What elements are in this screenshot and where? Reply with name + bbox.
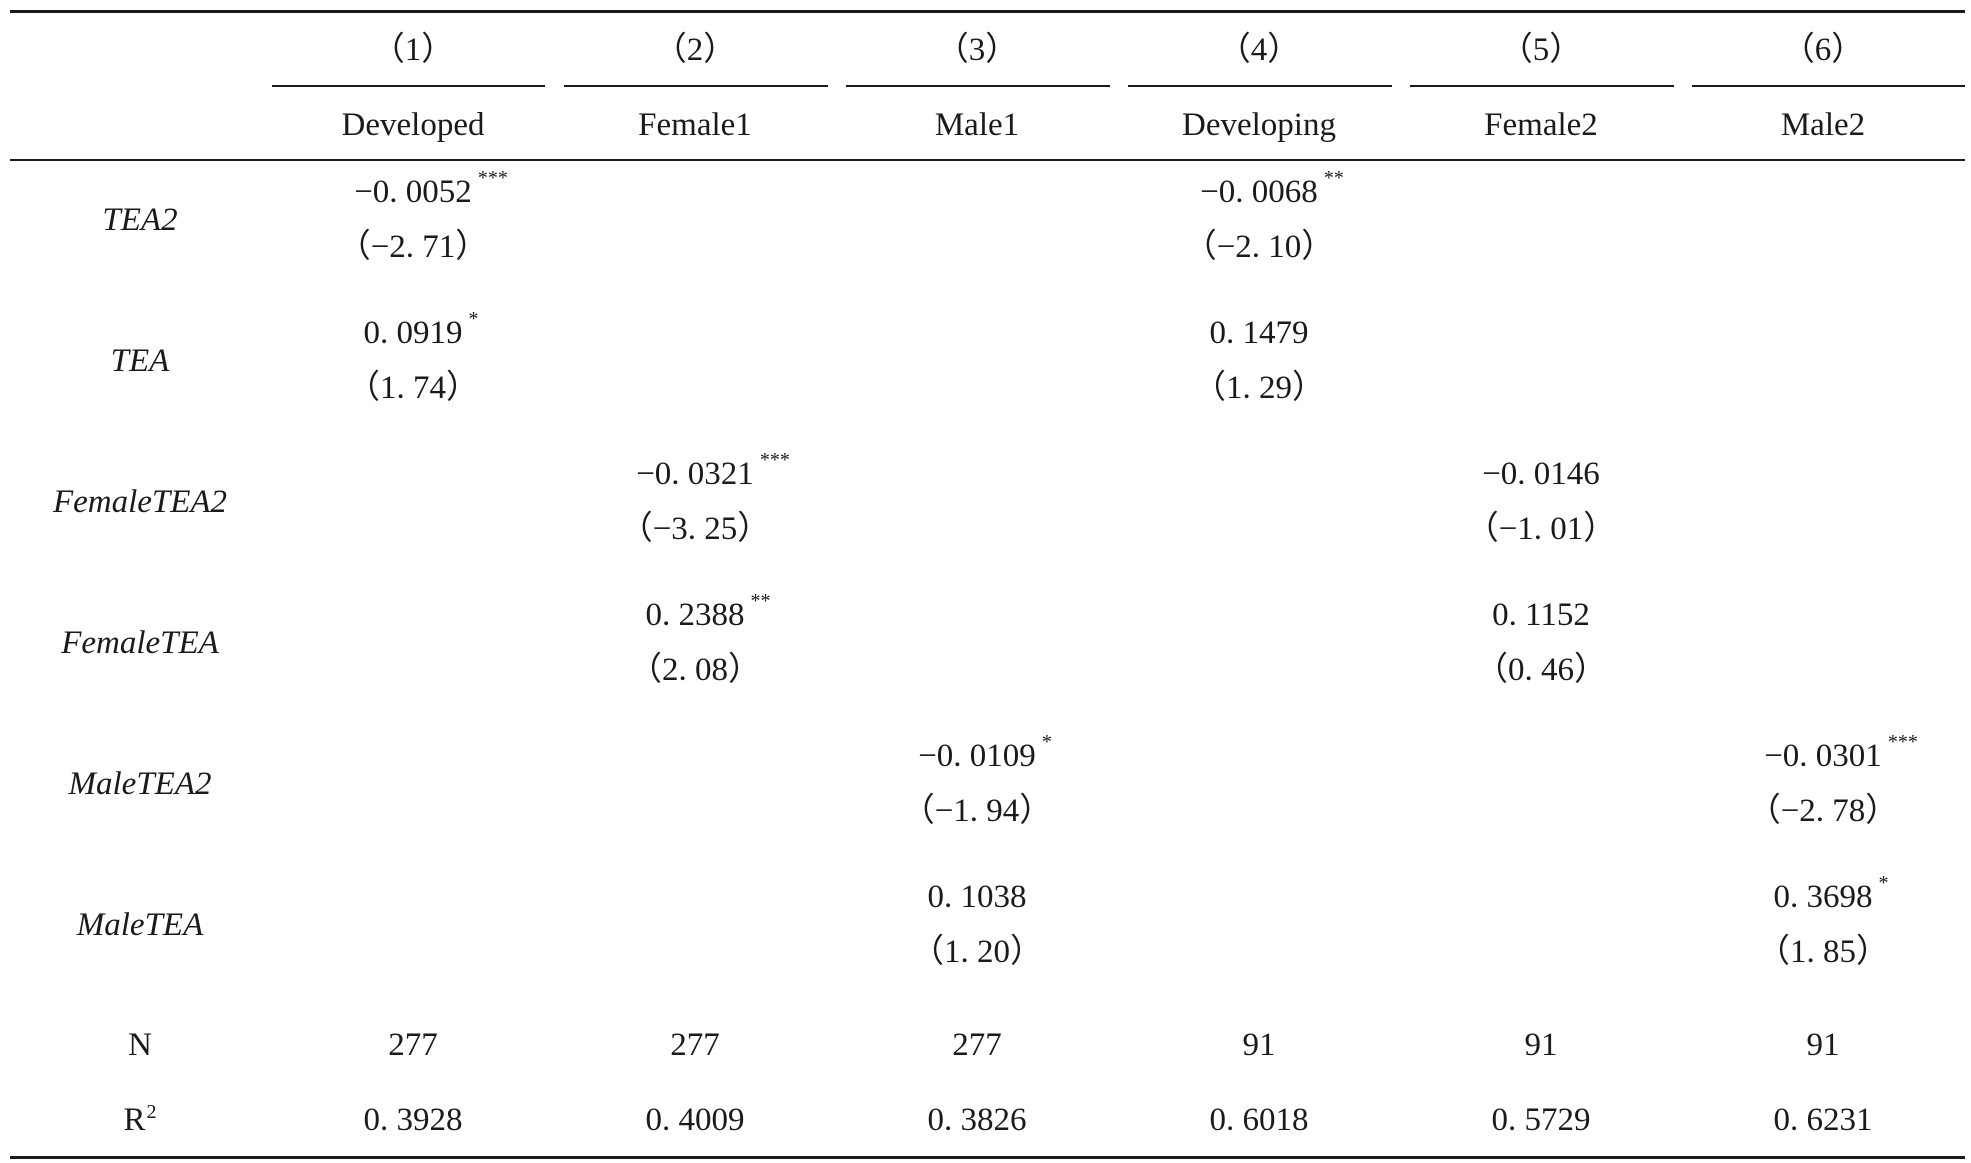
significance-stars: ***: [759, 449, 790, 471]
col-name: Female2: [1484, 107, 1598, 143]
coefficient-value: 0. 3698: [1773, 879, 1873, 915]
r2-value: 0. 5729: [1491, 1102, 1591, 1138]
col-name: Developed: [341, 107, 485, 143]
coefficient-value: 0. 1038: [927, 879, 1027, 915]
n-value: 277: [952, 1027, 1002, 1063]
coefficient: −0. 0146: [1482, 454, 1600, 494]
t-statistic: （−2. 71）: [337, 229, 489, 265]
col-number: （6）: [1781, 32, 1865, 68]
coefficient: 0. 0919 *: [363, 309, 479, 353]
t-statistic: （1. 20）: [911, 934, 1043, 970]
n-value: 91: [1524, 1027, 1558, 1063]
col-spanner-line: [1128, 85, 1392, 87]
col-number: （2）: [653, 32, 737, 68]
significance-stars: **: [750, 590, 771, 612]
coefficient: −0. 0109 *: [918, 732, 1052, 776]
r2-value: 0. 4009: [645, 1102, 745, 1138]
coefficient-value: −0. 0052: [354, 174, 472, 210]
col-name: Male2: [1780, 107, 1866, 143]
top-rule: [10, 10, 1965, 13]
col-number: （1）: [371, 32, 455, 68]
t-statistic: （−3. 25）: [619, 511, 771, 547]
coefficient: 0. 1152: [1492, 595, 1590, 635]
t-statistic: （2. 08）: [629, 652, 761, 688]
significance-stars: *: [468, 308, 479, 330]
col-spanner-line: [1410, 85, 1674, 87]
coefficient: −0. 0068 **: [1200, 168, 1344, 212]
coefficient: 0. 1479: [1210, 313, 1309, 353]
t-statistic: （−1. 01）: [1465, 511, 1617, 547]
coefficient-value: −0. 0068: [1200, 174, 1318, 210]
r2-value: 0. 3826: [927, 1102, 1027, 1138]
col-spanner-line: [846, 85, 1110, 87]
row-label: TEA: [110, 343, 170, 379]
col-number: （4）: [1217, 32, 1301, 68]
significance-stars: ***: [477, 167, 508, 189]
row-label-r2: R2: [123, 1100, 156, 1140]
row-label: TEA2: [102, 202, 178, 238]
t-statistic: （1. 74）: [347, 370, 479, 406]
coefficient: 0. 1038: [928, 877, 1027, 917]
coefficient-value: 0. 1152: [1492, 597, 1590, 633]
row-label-n: N: [128, 1027, 152, 1063]
row-label: MaleTEA2: [68, 766, 212, 802]
n-value: 277: [670, 1027, 720, 1063]
n-value: 277: [388, 1027, 438, 1063]
r2-superscript: 2: [146, 1101, 157, 1123]
coefficient: −0. 0321 ***: [636, 450, 790, 494]
coefficient: −0. 0052 ***: [354, 168, 508, 212]
col-number: （3）: [935, 32, 1019, 68]
row-label: FemaleTEA: [61, 625, 219, 661]
coefficient-value: 0. 2388: [645, 597, 745, 633]
header-rule: [10, 159, 1965, 161]
significance-stars: *: [1041, 731, 1052, 753]
coefficient: 0. 2388 **: [645, 591, 771, 635]
row-label: MaleTEA: [76, 907, 204, 943]
coefficient-value: −0. 0301: [1764, 738, 1882, 774]
col-name: Developing: [1182, 107, 1336, 143]
t-statistic: （1. 29）: [1193, 370, 1325, 406]
coefficient-value: −0. 0146: [1482, 456, 1600, 492]
n-value: 91: [1806, 1027, 1840, 1063]
col-name: Male1: [934, 107, 1020, 143]
r2-value: 0. 3928: [363, 1102, 463, 1138]
coefficient-value: −0. 0109: [918, 738, 1036, 774]
significance-stars: **: [1323, 167, 1344, 189]
col-spanner-line: [272, 85, 545, 87]
coefficient-value: −0. 0321: [636, 456, 754, 492]
r2-value: 0. 6018: [1209, 1102, 1309, 1138]
r2-value: 0. 6231: [1773, 1102, 1873, 1138]
col-spanner-line: [1692, 85, 1965, 87]
coefficient: 0. 3698 *: [1773, 873, 1889, 917]
bottom-rule: [10, 1156, 1965, 1159]
t-statistic: （0. 46）: [1475, 652, 1607, 688]
col-name: Female1: [638, 107, 752, 143]
coefficient: −0. 0301 ***: [1764, 732, 1918, 776]
t-statistic: （−2. 10）: [1183, 229, 1335, 265]
t-statistic: （−2. 78）: [1747, 793, 1899, 829]
t-statistic: （1. 85）: [1757, 934, 1889, 970]
r2-symbol: R: [123, 1102, 146, 1138]
t-statistic: （−1. 94）: [901, 793, 1053, 829]
significance-stars: *: [1878, 872, 1889, 894]
col-spanner-line: [564, 85, 828, 87]
col-number: （5）: [1499, 32, 1583, 68]
coefficient-value: 0. 1479: [1209, 315, 1309, 351]
coefficient-value: 0. 0919: [363, 315, 463, 351]
row-label: FemaleTEA2: [52, 484, 228, 520]
n-value: 91: [1242, 1027, 1276, 1063]
significance-stars: ***: [1887, 731, 1918, 753]
